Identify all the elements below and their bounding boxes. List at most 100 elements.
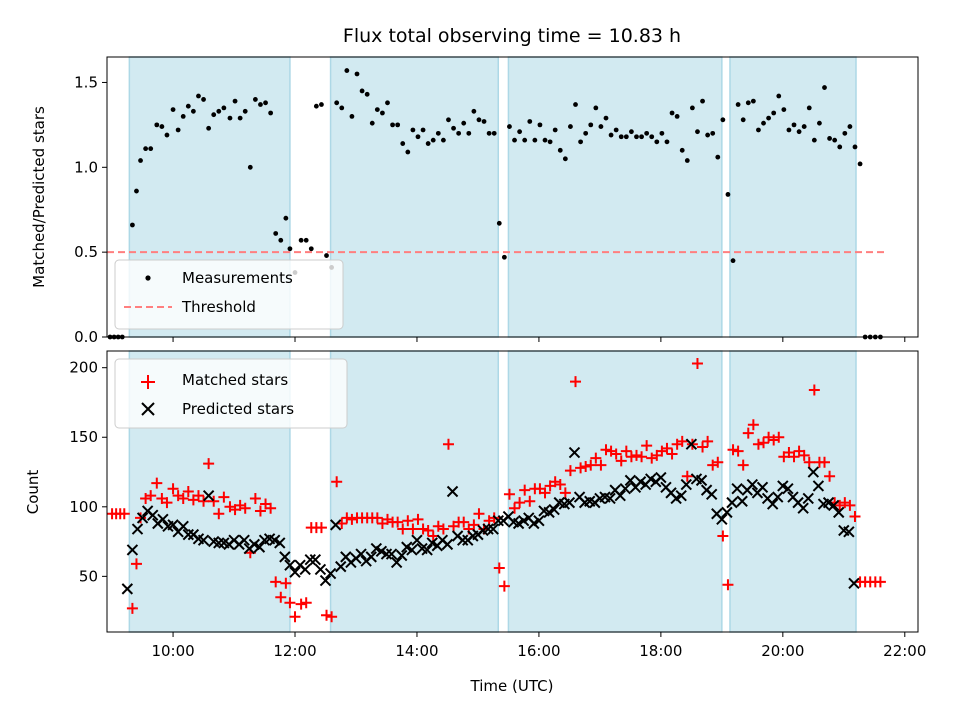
measurement-point — [532, 137, 538, 143]
measurement-point — [771, 110, 777, 116]
measurement-point — [164, 132, 170, 138]
measurement-point — [201, 97, 206, 102]
measurement-point — [578, 139, 583, 145]
legend-matched-label: Matched stars — [182, 371, 288, 389]
measurement-point — [359, 88, 365, 94]
measurement-point — [542, 137, 548, 143]
x-tick-label: 18:00 — [639, 642, 682, 660]
measurement-point — [242, 108, 248, 114]
matched-star-point — [580, 460, 592, 472]
matched-star-point — [808, 384, 820, 396]
matched-star-point — [407, 523, 419, 535]
measurement-point — [456, 130, 462, 136]
matched-star-point — [636, 451, 648, 463]
measurement-point — [715, 154, 721, 160]
matched-star-point — [874, 576, 886, 588]
matched-star-point — [600, 444, 612, 456]
x-tick-label: 22:00 — [883, 642, 926, 660]
matched-star-point — [788, 451, 800, 463]
measurement-point — [400, 141, 406, 146]
measurement-point — [283, 215, 289, 221]
chart-title: Flux total observing time = 10.83 h — [343, 25, 681, 47]
y-tick-label: 150 — [69, 428, 98, 446]
measurement-point — [451, 125, 456, 131]
top-panel: 0.0 0.5 1.0 1.5 Matched/Predicted stars Mea… — [30, 56, 919, 346]
matched-star-point — [559, 487, 571, 499]
predicted-star-point — [655, 471, 667, 484]
top-x-ticks — [172, 337, 906, 342]
measurement-point — [344, 68, 350, 73]
measurement-point — [750, 98, 756, 104]
predicted-star-point — [274, 537, 286, 549]
matched-star-point — [666, 448, 678, 460]
measurement-point — [273, 231, 279, 236]
matched-star-point — [824, 470, 836, 482]
measurement-point — [659, 130, 665, 136]
predicted-star-point — [202, 489, 215, 502]
measurement-point — [811, 137, 817, 143]
measurement-point — [287, 246, 293, 252]
predicted-star-point — [456, 534, 469, 546]
matched-star-point — [727, 444, 739, 456]
y-tick-label: 100 — [69, 498, 98, 516]
matched-star-point — [341, 512, 353, 524]
measurement-point — [842, 130, 848, 136]
measurement-point — [822, 85, 827, 90]
measurement-point — [512, 137, 517, 143]
measurement-point — [761, 120, 766, 126]
measurement-point — [170, 107, 176, 113]
measurement-point — [522, 137, 528, 143]
predicted-star-point — [782, 483, 794, 495]
matched-star-point — [397, 523, 409, 535]
measurement-point — [154, 122, 160, 128]
measurement-point — [674, 113, 680, 119]
measurement-point — [435, 130, 441, 136]
measurement-point — [573, 102, 578, 107]
predicted-star-point — [147, 509, 159, 521]
matched-star-point — [498, 580, 510, 592]
measurement-point — [185, 103, 191, 109]
measurement-point — [258, 102, 263, 107]
measurement-point — [552, 127, 558, 133]
matched-star-point — [371, 512, 383, 524]
measurement-point — [847, 124, 853, 129]
measurement-point — [745, 100, 751, 106]
predicted-star-point — [167, 519, 179, 531]
measurement-point — [405, 149, 411, 155]
matched-star-point — [691, 358, 703, 370]
predicted-star-point — [619, 483, 632, 495]
measurement-point — [756, 127, 761, 133]
measurement-point — [476, 117, 482, 123]
measurement-point — [263, 100, 268, 106]
matched-star-point — [442, 438, 454, 450]
measurement-point — [130, 222, 135, 228]
matched-star-point — [468, 519, 480, 531]
matched-star-point — [326, 611, 338, 623]
matched-star-point — [284, 597, 296, 609]
measurement-point — [134, 188, 139, 194]
matched-star-point — [697, 441, 709, 453]
matched-star-point — [275, 591, 287, 603]
predicted-star-point — [446, 485, 459, 498]
measurement-point — [268, 110, 274, 116]
legend-matched-marker — [141, 375, 155, 389]
matched-star-point — [519, 484, 531, 496]
predicted-star-point — [396, 549, 408, 562]
measurement-point — [237, 115, 243, 121]
measurement-point — [852, 144, 858, 150]
predicted-star-point — [675, 489, 687, 502]
matched-star-point — [254, 505, 266, 517]
matched-star-point — [798, 449, 810, 461]
shaded-period — [329, 56, 500, 338]
bottom-legend: Matched stars Predicted stars — [114, 358, 348, 429]
y-tick-label: 0.5 — [74, 243, 98, 261]
predicted-star-point — [319, 574, 332, 587]
matched-star-point — [321, 609, 333, 621]
measurement-point — [354, 71, 360, 77]
measurement-point — [143, 146, 149, 152]
bottom-y-axis-label: Count — [24, 470, 42, 515]
measurement-point — [705, 132, 711, 138]
matched-star-point — [473, 508, 485, 520]
legend-measurements-label: Measurements — [182, 269, 293, 287]
predicted-star-point — [848, 577, 860, 590]
